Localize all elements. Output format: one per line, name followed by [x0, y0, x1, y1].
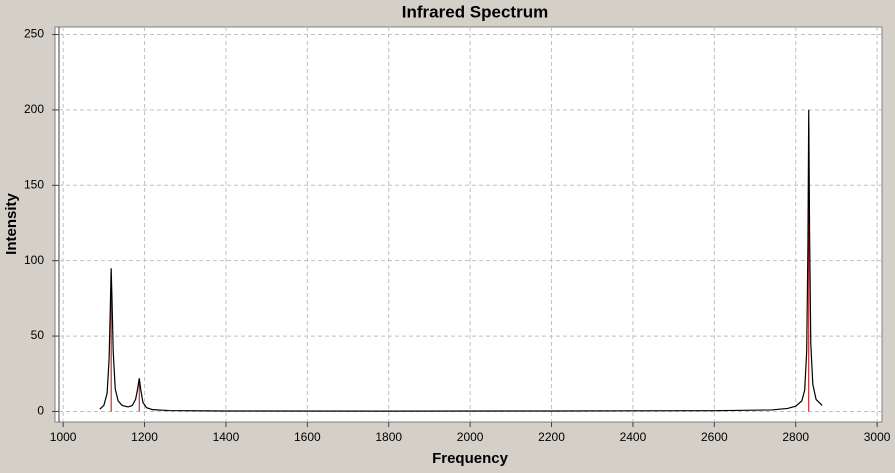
y-tick-label: 50 [31, 328, 45, 342]
x-tick-label: 1200 [131, 430, 158, 444]
y-tick-label: 100 [24, 253, 44, 267]
y-tick-label: 0 [37, 404, 44, 418]
x-tick-label: 2000 [457, 430, 484, 444]
y-tick-label: 150 [24, 177, 44, 191]
x-tick-label: 1000 [50, 430, 77, 444]
y-tick-label: 250 [24, 27, 44, 41]
x-tick-label: 1800 [375, 430, 402, 444]
spectrum-line [99, 109, 823, 412]
x-tick-label: 1400 [213, 430, 240, 444]
x-tick-label: 2200 [538, 430, 565, 444]
y-tick-label: 200 [24, 102, 44, 116]
x-tick-label: 2400 [620, 430, 647, 444]
y-axis-label: Intensity [3, 193, 20, 255]
x-tick-label: 2800 [782, 430, 809, 444]
x-tick-label: 3000 [864, 430, 891, 444]
x-axis-label: Frequency [432, 450, 509, 467]
chart-title: Infrared Spectrum [402, 2, 548, 21]
x-tick-label: 1600 [294, 430, 321, 444]
plot-area [54, 26, 883, 423]
plot-layer [99, 109, 823, 412]
x-tick-label: 2600 [701, 430, 728, 444]
